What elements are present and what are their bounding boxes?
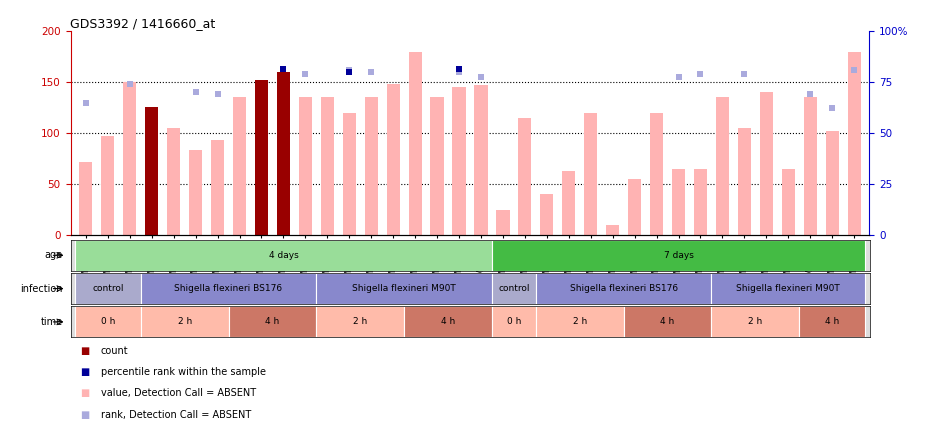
Text: rank, Detection Call = ABSENT: rank, Detection Call = ABSENT — [101, 410, 251, 420]
Bar — [404, 306, 492, 337]
Bar — [584, 113, 597, 235]
Text: 4 h: 4 h — [825, 317, 839, 326]
Bar — [211, 140, 224, 235]
Text: 2 h: 2 h — [748, 317, 762, 326]
Text: percentile rank within the sample: percentile rank within the sample — [101, 367, 266, 377]
Bar — [606, 225, 619, 235]
Text: ■: ■ — [80, 346, 89, 356]
Text: 0 h: 0 h — [101, 317, 115, 326]
Bar — [75, 306, 141, 337]
Text: Shigella flexineri BS176: Shigella flexineri BS176 — [175, 284, 283, 293]
Text: 4 days: 4 days — [269, 251, 298, 260]
Bar — [365, 98, 378, 235]
Text: value, Detection Call = ABSENT: value, Detection Call = ABSENT — [101, 388, 256, 398]
Bar — [650, 113, 663, 235]
Bar — [75, 273, 141, 304]
Bar — [492, 306, 536, 337]
Bar — [317, 306, 404, 337]
Bar — [540, 194, 554, 235]
Text: 2 h: 2 h — [353, 317, 368, 326]
Text: control: control — [92, 284, 123, 293]
Bar — [672, 169, 685, 235]
Bar — [386, 84, 400, 235]
Bar — [167, 128, 180, 235]
Bar — [825, 131, 838, 235]
Bar — [145, 107, 158, 235]
Bar — [712, 306, 799, 337]
Bar — [431, 98, 444, 235]
Text: control: control — [498, 284, 529, 293]
Text: Shigella flexineri BS176: Shigella flexineri BS176 — [570, 284, 678, 293]
Bar — [299, 98, 312, 235]
Text: 4 h: 4 h — [661, 317, 675, 326]
Bar — [848, 52, 861, 235]
Bar — [536, 306, 623, 337]
Bar — [536, 273, 712, 304]
Text: Shigella flexineri M90T: Shigella flexineri M90T — [352, 284, 456, 293]
Bar — [452, 87, 465, 235]
Bar — [277, 72, 290, 235]
Bar — [496, 210, 509, 235]
Text: ■: ■ — [80, 388, 89, 398]
Bar — [189, 150, 202, 235]
Text: 2 h: 2 h — [178, 317, 192, 326]
Text: Shigella flexineri M90T: Shigella flexineri M90T — [736, 284, 840, 293]
Bar — [233, 98, 246, 235]
Bar — [712, 273, 865, 304]
Text: 4 h: 4 h — [265, 317, 279, 326]
Bar — [321, 98, 334, 235]
Text: 4 h: 4 h — [441, 317, 455, 326]
Bar — [518, 118, 531, 235]
Bar — [623, 306, 712, 337]
Text: ■: ■ — [80, 410, 89, 420]
Bar — [716, 98, 729, 235]
Bar — [492, 273, 536, 304]
Text: time: time — [40, 317, 62, 327]
Bar — [782, 169, 795, 235]
Bar — [79, 162, 92, 235]
Bar — [804, 98, 817, 235]
Bar — [562, 171, 575, 235]
Text: GDS3392 / 1416660_at: GDS3392 / 1416660_at — [70, 17, 216, 30]
Bar — [317, 273, 492, 304]
Bar — [799, 306, 865, 337]
Bar — [102, 136, 115, 235]
Bar — [694, 169, 707, 235]
Bar — [343, 113, 356, 235]
Bar — [492, 240, 865, 271]
Bar — [255, 80, 268, 235]
Bar — [738, 128, 751, 235]
Text: infection: infection — [20, 284, 62, 293]
Bar — [228, 306, 317, 337]
Text: ■: ■ — [80, 367, 89, 377]
Text: count: count — [101, 346, 128, 356]
Bar — [123, 82, 136, 235]
Bar — [760, 92, 773, 235]
Bar — [141, 273, 317, 304]
Bar — [475, 85, 488, 235]
Bar — [409, 52, 422, 235]
Text: 2 h: 2 h — [572, 317, 587, 326]
Text: 0 h: 0 h — [507, 317, 521, 326]
Bar — [75, 240, 492, 271]
Text: 7 days: 7 days — [664, 251, 694, 260]
Bar — [628, 179, 641, 235]
Bar — [141, 306, 228, 337]
Text: age: age — [44, 250, 62, 260]
